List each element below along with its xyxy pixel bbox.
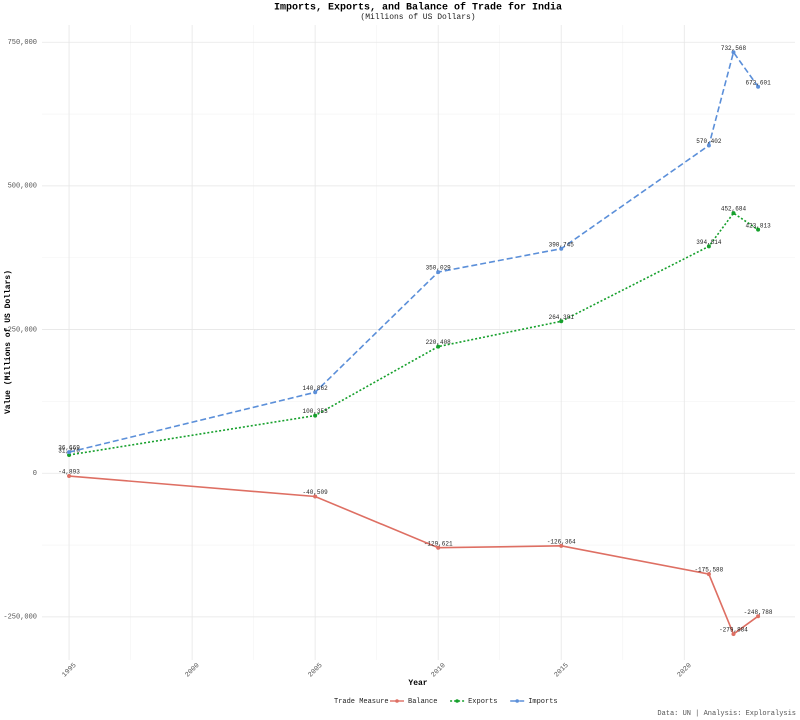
- data-point: [756, 614, 761, 619]
- data-label: 264,381: [549, 314, 575, 321]
- data-label: -126,364: [547, 538, 576, 545]
- data-point: [731, 211, 736, 216]
- data-point: [706, 143, 711, 148]
- y-axis-label: Value (Millions of US Dollars): [4, 270, 13, 414]
- y-tick-label: 750,000: [8, 39, 37, 47]
- data-point: [731, 632, 736, 637]
- data-point: [67, 452, 72, 457]
- y-tick-label: 0: [33, 470, 37, 478]
- data-label: 140,862: [303, 385, 329, 392]
- caption: Data: UN | Analysis: Exploralysis: [657, 710, 796, 718]
- series-line: [68, 50, 759, 453]
- data-label: -279,884: [719, 627, 748, 634]
- data-label: 452,684: [721, 206, 747, 213]
- data-point: [559, 319, 564, 324]
- data-label: 394,814: [696, 239, 722, 246]
- data-point: [313, 494, 318, 499]
- chart-subtitle: (Millions of US Dollars): [360, 13, 475, 22]
- data-label: 672,601: [745, 79, 771, 86]
- data-label: -40,509: [303, 489, 329, 496]
- data-point: [756, 227, 761, 232]
- data-point: [67, 474, 72, 479]
- legend-swatch-point: [515, 699, 519, 703]
- x-tick-label: 2015: [553, 662, 571, 680]
- grid: [42, 25, 795, 660]
- data-label: 390,745: [549, 241, 575, 248]
- y-tick-label: -250,000: [3, 614, 37, 622]
- data-label: 100,353: [303, 408, 329, 415]
- data-label: 570,402: [696, 138, 722, 145]
- data-point: [559, 543, 564, 548]
- data-label: -175,588: [694, 567, 723, 574]
- data-point: [559, 246, 564, 251]
- legend-swatch-point: [455, 699, 459, 703]
- y-tick-label: 250,000: [8, 326, 37, 334]
- legend-title: Trade Measure: [334, 698, 389, 706]
- y-tick-label: 500,000: [8, 183, 37, 191]
- data-label: -4,893: [58, 469, 80, 476]
- data-label: 350,029: [426, 265, 452, 272]
- data-point: [756, 84, 761, 89]
- data-point: [706, 244, 711, 249]
- data-label: 220,408: [426, 339, 452, 346]
- x-tick-label: 2005: [307, 662, 325, 680]
- data-point: [67, 450, 72, 455]
- data-point: [313, 413, 318, 418]
- legend-label: Exports: [468, 698, 497, 706]
- data-point: [436, 545, 441, 550]
- data-point: [436, 270, 441, 275]
- legend-swatch-point: [395, 699, 399, 703]
- data-point: [436, 344, 441, 349]
- x-tick-label: 1995: [61, 662, 79, 680]
- data-label: 423,813: [745, 222, 771, 229]
- data-point: [731, 50, 736, 55]
- data-label: -129,621: [424, 540, 453, 547]
- x-axis-label: Year: [408, 679, 427, 688]
- data-label: 36,669: [58, 445, 80, 452]
- data-point: [313, 390, 318, 395]
- series-line: [68, 212, 759, 456]
- chart-title: Imports, Exports, and Balance of Trade f…: [274, 2, 562, 14]
- x-tick-label: 2020: [676, 662, 694, 680]
- x-tick-label: 2010: [430, 662, 448, 680]
- legend-label: Balance: [408, 698, 437, 706]
- x-tick-label: 2000: [184, 662, 202, 680]
- data-label: 732,568: [721, 45, 747, 52]
- series-line: [69, 475, 759, 636]
- legend-label: Imports: [528, 698, 557, 706]
- data-label: -248,788: [744, 609, 773, 616]
- data-point: [706, 572, 711, 577]
